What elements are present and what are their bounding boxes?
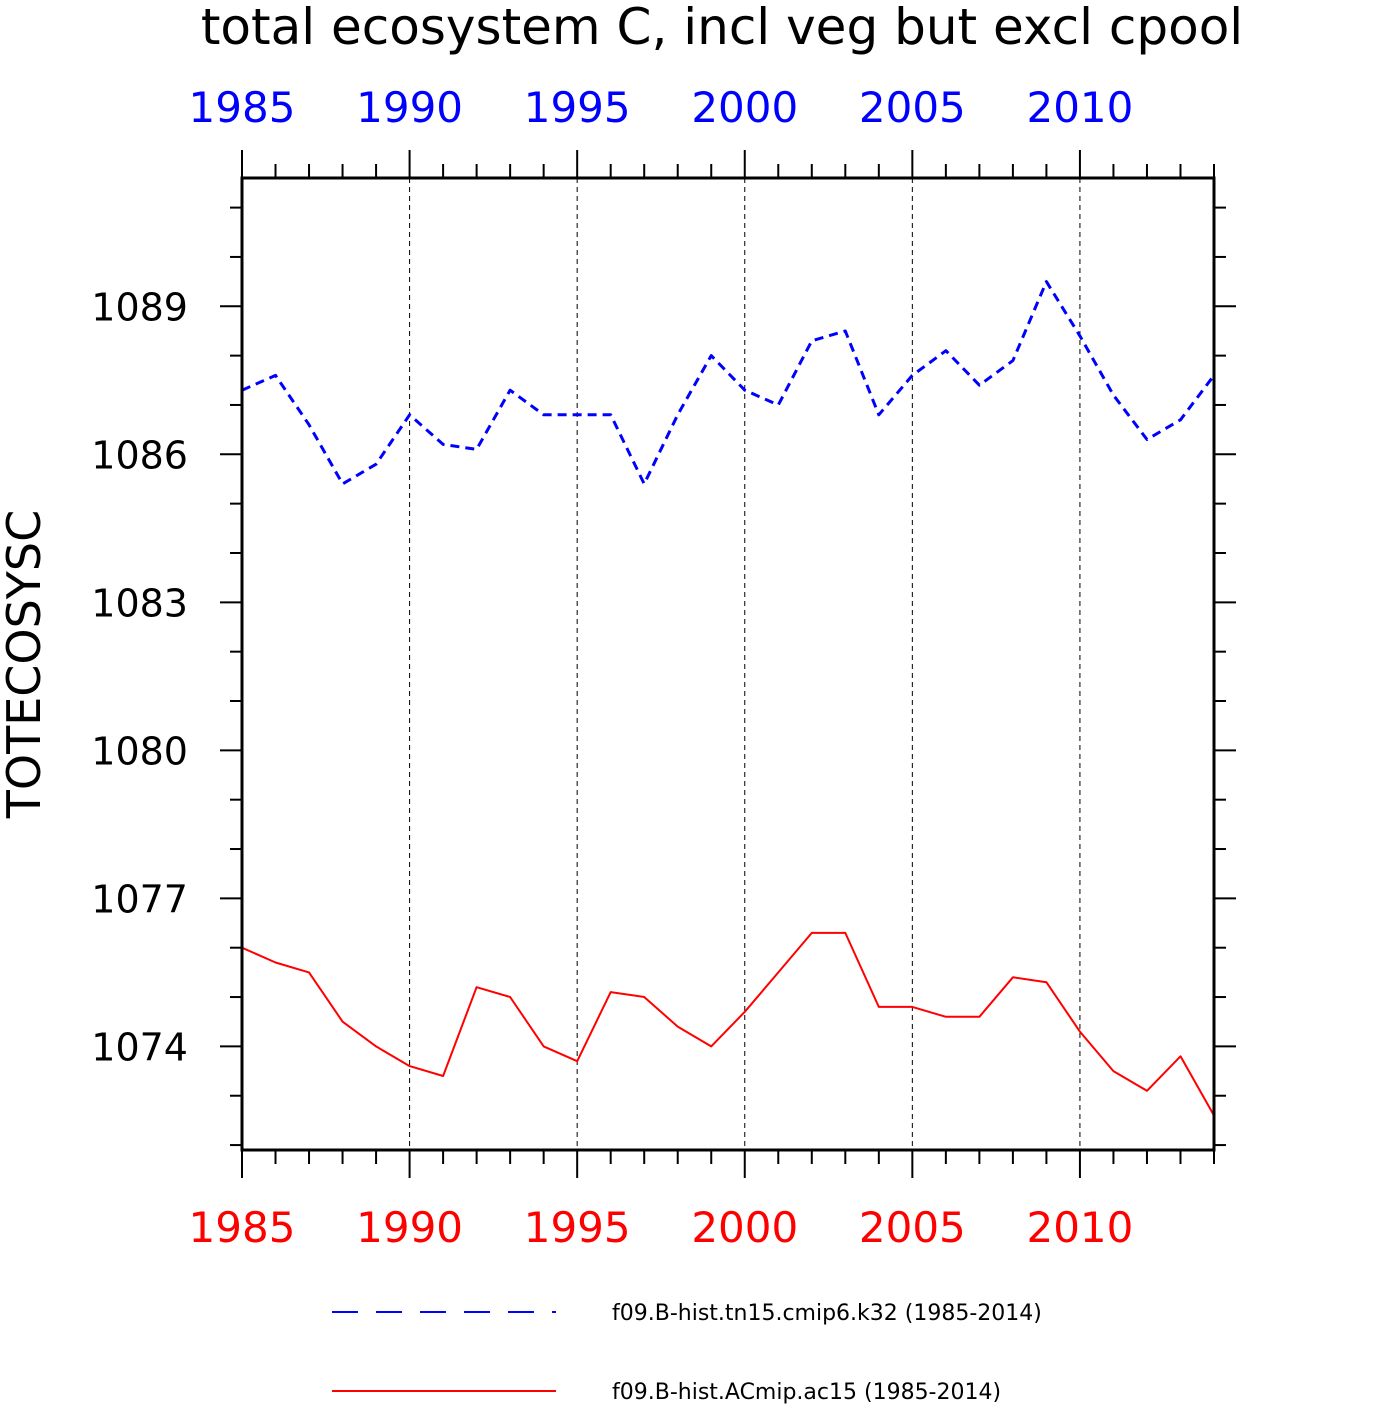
y-tick-label: 1083 <box>91 581 188 625</box>
x-tick-label-bottom: 2005 <box>859 1203 966 1252</box>
x-tick-label-bottom: 1990 <box>356 1203 463 1252</box>
x-tick-label-bottom: 1995 <box>524 1203 631 1252</box>
axes: 1074 1077 1080 1083 1086 1089 1985 1985 1990 1990… <box>91 83 1236 1252</box>
x-tick-label-top: 2005 <box>859 83 966 132</box>
y-axis-label: TOTECOSYSC <box>0 510 51 819</box>
x-gridlines <box>409 178 1081 1150</box>
series-layer <box>241 280 1216 1116</box>
plot-frame <box>240 176 1216 1152</box>
y-tick-label: 1089 <box>91 285 188 329</box>
x-tick-label-top: 1985 <box>189 83 296 132</box>
legend-label-1: f09.B-hist.tn15.cmip6.k32 (1985-2014) <box>612 1301 1042 1326</box>
x-tick-label-bottom: 2010 <box>1026 1203 1133 1252</box>
x-tick-label-top: 2010 <box>1026 83 1133 132</box>
y-tick-label: 1077 <box>91 877 188 921</box>
y-tick-label: 1074 <box>91 1025 188 1069</box>
x-tick-label-bottom: 2000 <box>691 1203 798 1252</box>
legend: f09.B-hist.tn15.cmip6.k32 (1985-2014) f09… <box>332 1301 1042 1405</box>
x-tick-label-top: 1995 <box>524 83 631 132</box>
series-line-2 <box>241 931 1215 1116</box>
legend-label-2: f09.B-hist.ACmip.ac15 (1985-2014) <box>612 1380 1001 1405</box>
x-tick-label-top: 1990 <box>356 83 463 132</box>
series-line-1 <box>241 280 1216 486</box>
x-tick-label-top: 2000 <box>691 83 798 132</box>
chart-title: total ecosystem C, incl veg but excl cpo… <box>201 0 1243 56</box>
x-tick-label-bottom: 1985 <box>189 1203 296 1252</box>
y-tick-label: 1086 <box>91 433 188 477</box>
y-tick-label: 1080 <box>91 729 188 773</box>
